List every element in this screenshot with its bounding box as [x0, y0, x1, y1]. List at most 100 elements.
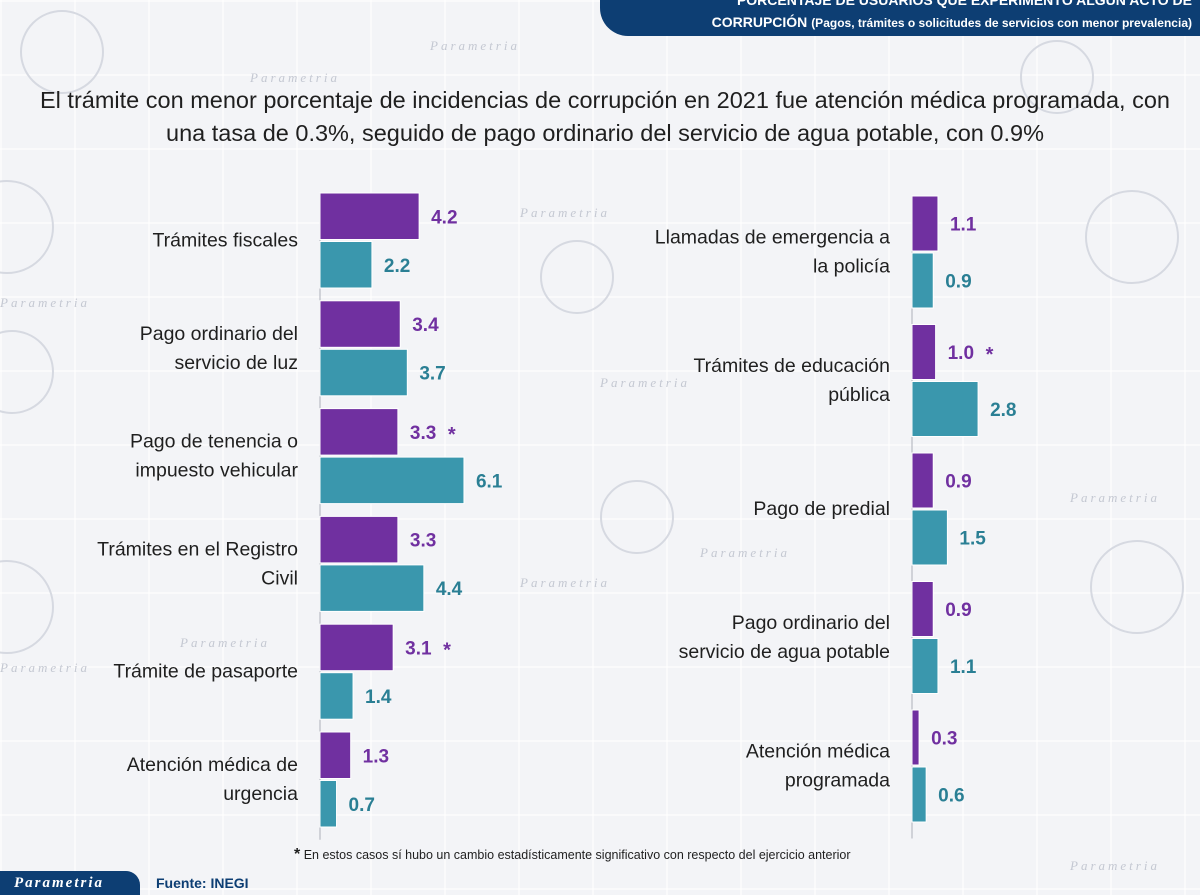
category-label: Pago ordinario del servicio de agua potab…	[679, 612, 890, 663]
category-label-line: urgencia	[223, 783, 298, 805]
data-label: 0.9	[945, 600, 971, 621]
category-label-line: Llamadas de emergencia a	[655, 227, 890, 249]
bar-previous	[911, 381, 979, 437]
data-label: 3.1	[405, 638, 432, 659]
category-label: Atención médica programada	[746, 741, 890, 792]
category-label-line: Pago de tenencia o	[130, 431, 298, 453]
data-label: 0.9	[945, 272, 971, 293]
category-label-line: programada	[785, 770, 890, 792]
bar-previous	[911, 252, 934, 309]
watermark-circle	[20, 10, 104, 94]
category-label: Trámites de educación pública	[693, 355, 890, 406]
category-label-line: Civil	[261, 567, 298, 589]
bar-previous	[319, 780, 338, 828]
category-label-line: impuesto vehicular	[135, 460, 298, 482]
data-label: 1.1	[950, 657, 977, 678]
parametria-logo: Parametria	[0, 871, 140, 895]
watermark-circle	[1090, 540, 1184, 634]
bar-2021	[319, 300, 401, 348]
category-label: Atención médica de urgencia	[127, 754, 298, 805]
watermark-text: Parametria	[0, 660, 90, 675]
category-label: Pago de tenencia o impuesto vehicular	[130, 431, 299, 482]
data-label: 2.2	[384, 256, 410, 277]
data-label: 4.4	[436, 579, 463, 600]
banner-title-line2: CORRUPCIÓN (Pagos, trámites o solicitude…	[712, 14, 1192, 30]
bar-previous	[319, 348, 408, 397]
data-label: 3.3	[410, 423, 436, 444]
watermark-text: Parametria	[1070, 490, 1160, 505]
category-label: Pago ordinario del servicio de luz	[140, 323, 298, 374]
data-label: 0.3	[931, 729, 957, 750]
bar-previous	[911, 766, 927, 823]
banner-title-note: (Pagos, trámites o solicitudes de servic…	[811, 16, 1192, 30]
watermark-text: Parametria	[250, 70, 340, 85]
bar-2021	[911, 324, 937, 380]
data-label: 0.6	[938, 786, 964, 807]
bar-2021	[319, 731, 352, 779]
data-label: 6.1	[476, 471, 503, 492]
bar-previous	[911, 638, 939, 694]
bar-previous	[319, 241, 373, 289]
bar-previous	[319, 672, 354, 720]
category-label-line: Trámites en el Registro	[97, 538, 298, 560]
category-label-line: Trámites de educación	[693, 355, 890, 377]
data-label: 0.9	[945, 472, 971, 493]
category-label: Trámites en el Registro Civil	[97, 538, 298, 589]
watermark-text: Parametria	[0, 295, 90, 310]
watermark-circle	[600, 480, 674, 554]
data-label: 1.4	[365, 687, 392, 708]
category-label-line: Trámite de pasaporte	[113, 661, 298, 683]
data-label: 1.3	[363, 746, 389, 767]
bar-2021	[911, 195, 939, 252]
bar-2021	[911, 452, 934, 509]
category-label: Llamadas de emergencia a la policía	[655, 227, 890, 278]
data-label: 0.7	[349, 795, 375, 816]
banner-title-line1: PORCENTAJE DE USUARIOS QUE EXPERIMENTÓ A…	[736, 0, 1192, 8]
bar-previous	[319, 564, 425, 612]
category-label-line: servicio de luz	[174, 352, 298, 374]
data-label: 1.0	[948, 343, 974, 364]
data-label: 1.1	[950, 215, 977, 236]
category-label-line: Pago ordinario del	[140, 323, 298, 345]
bar-2021	[319, 408, 399, 456]
footnote-marker: *	[294, 846, 301, 863]
watermark-circle	[1020, 40, 1094, 114]
watermark-text: Parametria	[180, 635, 270, 650]
data-label: 3.4	[412, 315, 439, 336]
category-label-line: la policía	[813, 256, 890, 278]
data-label: 3.7	[419, 364, 445, 385]
footnote-text: En estos casos sí hubo un cambio estadís…	[303, 848, 851, 862]
title-banner: PORCENTAJE DE USUARIOS QUE EXPERIMENTÓ A…	[600, 0, 1200, 36]
bar-2021	[319, 623, 394, 672]
source-label: Fuente: INEGI	[156, 875, 249, 891]
footnote: * En estos casos sí hubo un cambio estad…	[294, 846, 851, 864]
significance-marker: *	[443, 639, 451, 661]
watermark-text: Parametria	[520, 205, 610, 220]
data-label: 1.5	[959, 529, 986, 550]
watermark-text: Parametria	[700, 545, 790, 560]
headline: El trámite con menor porcentaje de incid…	[40, 87, 1170, 146]
bar-previous	[319, 456, 465, 505]
bar-2021	[319, 192, 420, 240]
category-label-line: Atención médica	[746, 741, 890, 763]
category-label-line: Pago ordinario del	[732, 612, 890, 634]
watermark-text: Parametria	[520, 575, 610, 590]
watermark-text: Parametria	[600, 375, 690, 390]
data-label: 2.8	[990, 400, 1016, 421]
watermark-circle	[1085, 190, 1179, 284]
data-label: 4.2	[431, 207, 457, 228]
category-label-line: pública	[828, 384, 890, 406]
category-label: Trámite de pasaporte	[113, 661, 298, 683]
watermark-text: Parametria	[430, 38, 520, 53]
watermark-circle	[540, 240, 614, 314]
bar-2021	[911, 581, 934, 637]
significance-marker: *	[986, 344, 994, 366]
bar-2021	[319, 515, 399, 564]
category-label-line: servicio de agua potable	[679, 641, 890, 663]
category-label: Pago de predial	[753, 498, 890, 520]
significance-marker: *	[448, 424, 456, 446]
bar-previous	[911, 509, 948, 566]
category-label-line: Pago de predial	[753, 498, 890, 520]
